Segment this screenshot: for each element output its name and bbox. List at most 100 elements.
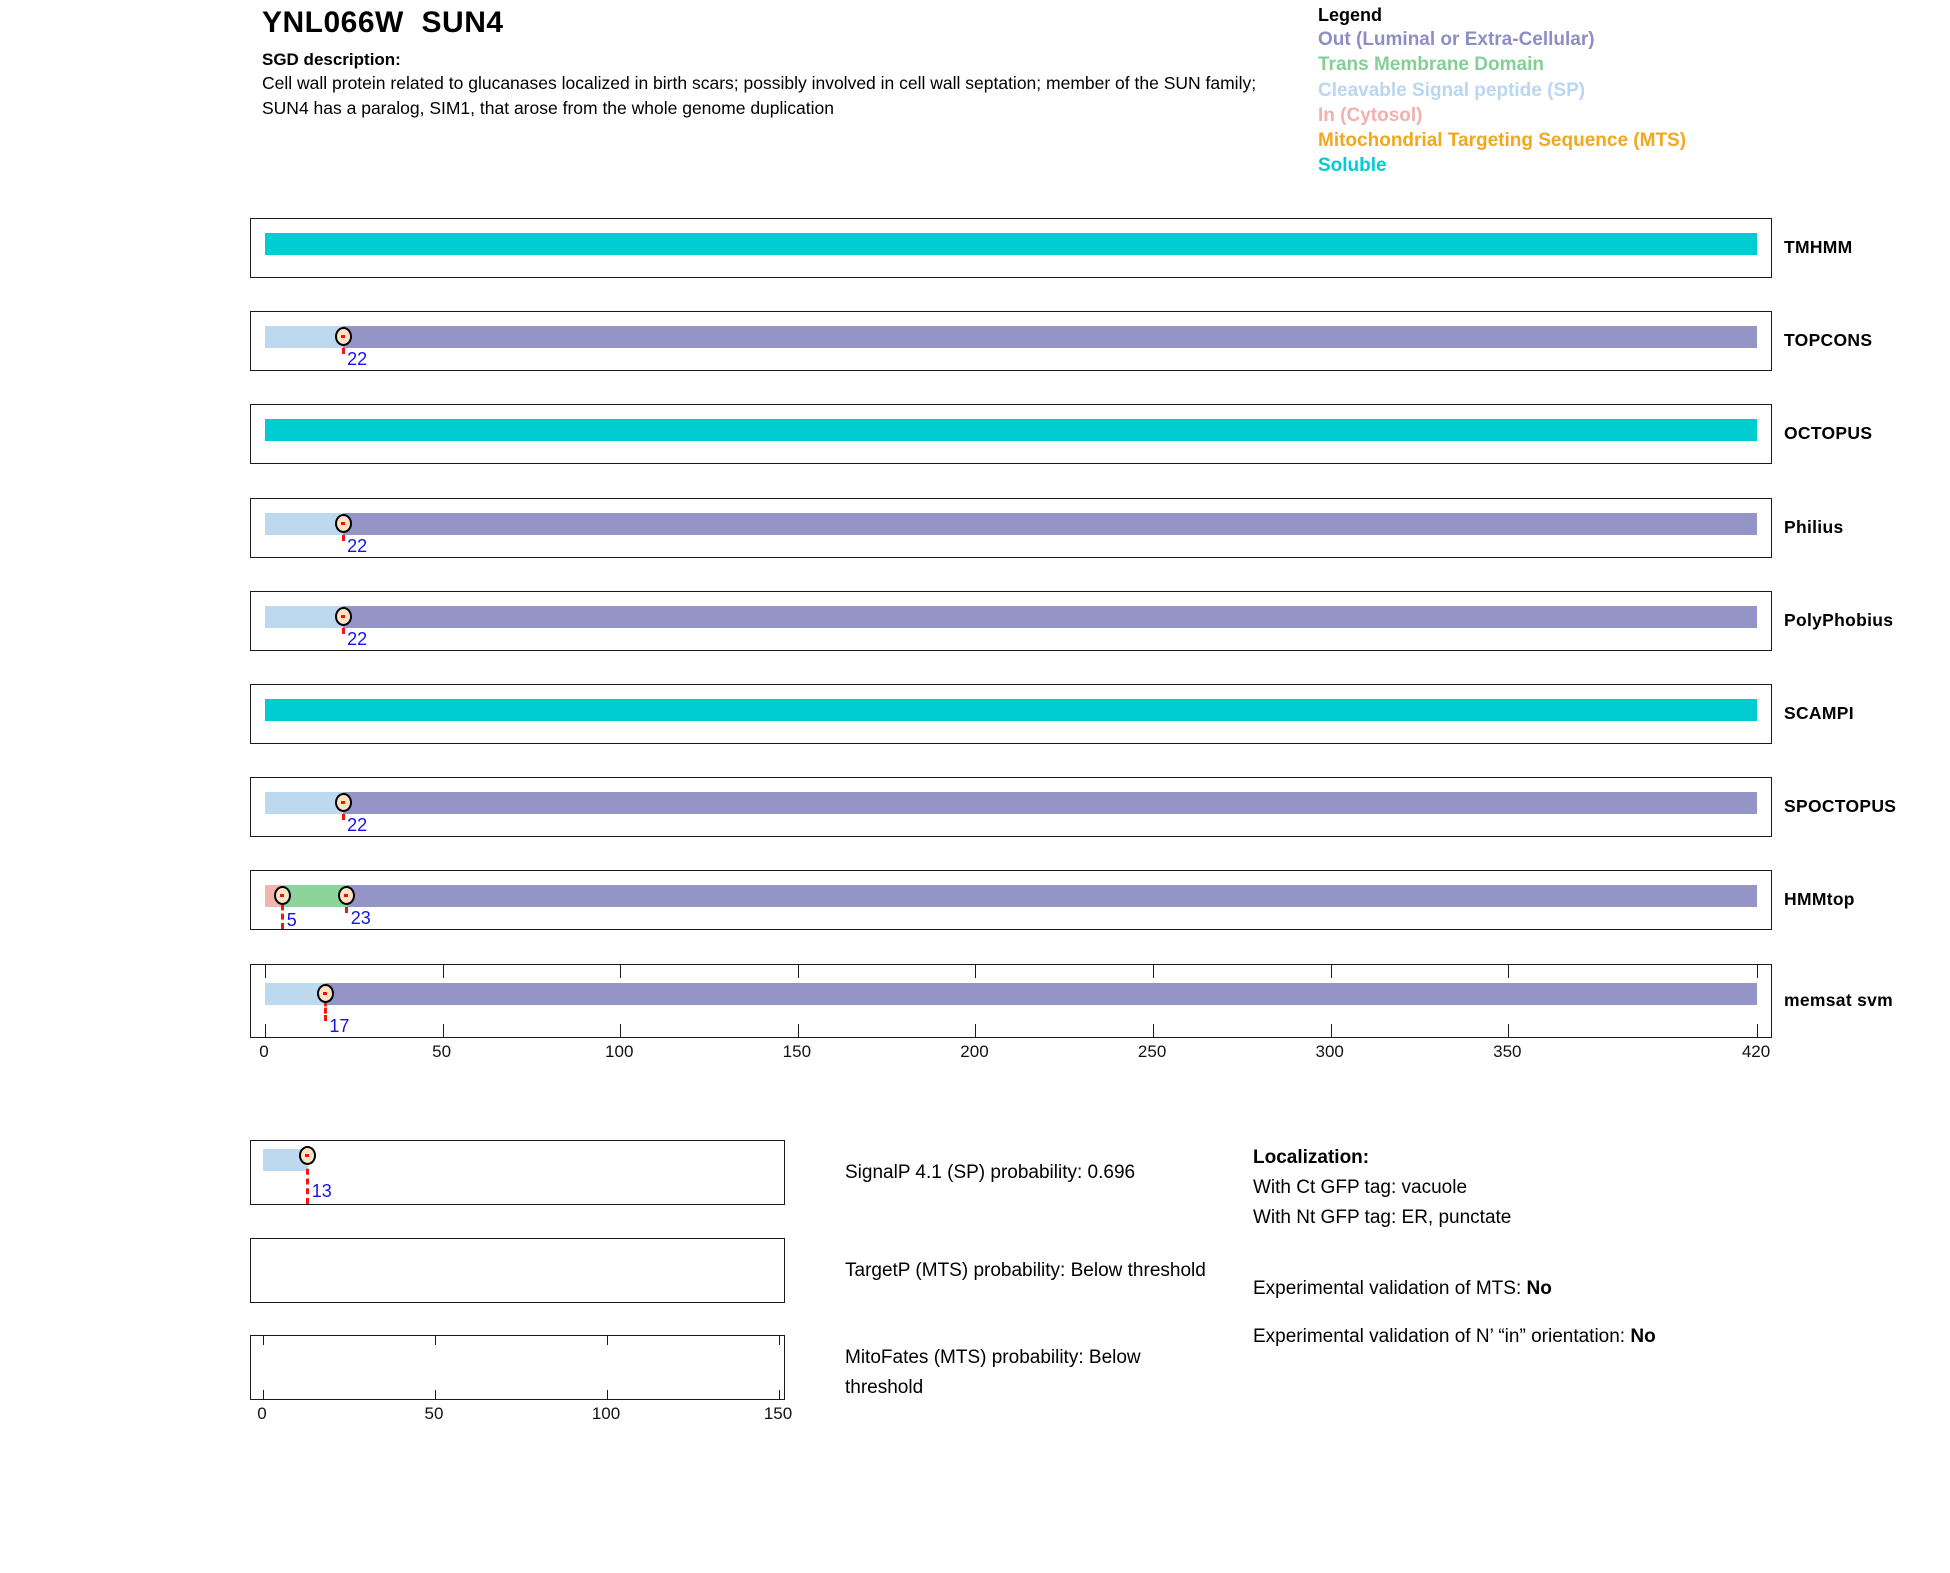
cleavage-site-marker[interactable]: [334, 793, 352, 812]
track-segment-out: [325, 983, 1757, 1005]
signal-track-targetp[interactable]: [250, 1238, 785, 1303]
signal-track-mitofates[interactable]: [250, 1335, 785, 1400]
cleavage-site-marker[interactable]: [299, 1146, 317, 1165]
track-name-octopus: OCTOPUS: [1784, 423, 1873, 443]
small-axis-label-100: 100: [591, 1404, 621, 1423]
track-segment-sp: [265, 792, 344, 814]
small-axis: 0 50 100 150: [250, 1404, 792, 1428]
track-segment-sp: [265, 513, 344, 535]
track-plot-area: 13: [251, 1141, 784, 1204]
axis-tick-bottom-350: [1508, 1024, 1510, 1037]
localization-ct-tag: With Ct GFP tag: vacuole: [1253, 1177, 1468, 1198]
track-name-tmhmm: TMHMM: [1784, 237, 1853, 257]
localization-title: Localization:: [1253, 1147, 1370, 1168]
track-segment-sp: [265, 983, 326, 1005]
legend-entry-3: In (Cytosol): [1318, 104, 1423, 126]
small-axis-tick-top-150: [779, 1336, 780, 1345]
track-plot-area: 17: [251, 965, 1771, 1037]
marker-nub-icon: [340, 335, 345, 338]
track-segment-tm: [282, 885, 347, 907]
track-segment-soluble: [265, 419, 1757, 441]
track-name-philius: Philius: [1784, 517, 1844, 537]
small-axis-tick-bottom-50: [435, 1390, 436, 1399]
axis-tick-bottom-150: [797, 1024, 799, 1037]
topology-track-tmhmm[interactable]: [250, 218, 1772, 278]
track-segment-out: [343, 606, 1757, 628]
track-name-hmmtop: HMMtop: [1784, 889, 1855, 909]
small-axis-label-150: 150: [763, 1404, 793, 1423]
marker-nub-icon: [344, 894, 349, 897]
track-plot-area: 22: [251, 592, 1771, 650]
main-axis-label-350: 350: [1493, 1042, 1522, 1061]
track-plot-area: [251, 685, 1771, 743]
cleavage-site-marker[interactable]: [274, 886, 292, 905]
axis-tick-bottom-50: [442, 1024, 444, 1037]
axis-tick-top-150: [797, 965, 799, 978]
topology-track-scampi[interactable]: [250, 684, 1772, 744]
axis-tick-top-350: [1508, 965, 1510, 978]
track-plot-area: [251, 1239, 784, 1302]
small-axis-tick-bottom-150: [779, 1390, 780, 1399]
track-name-scampi: SCAMPI: [1784, 703, 1854, 723]
track-name-memsat-svm: memsat svm: [1784, 990, 1894, 1010]
experimental-validation-orientation-label: Experimental validation of N’ “in” orien…: [1253, 1326, 1631, 1347]
marker-position-label: 22: [347, 349, 368, 369]
axis-tick-top-50: [442, 965, 444, 978]
topology-track-octopus[interactable]: [250, 404, 1772, 464]
marker-position-label: 22: [347, 536, 368, 556]
experimental-validation-orientation: Experimental validation of N’ “in” orien…: [1253, 1322, 1893, 1352]
axis-tick-bottom-250: [1153, 1024, 1155, 1037]
track-plot-area: [251, 219, 1771, 277]
track-plot-area: 22: [251, 778, 1771, 836]
track-segment-soluble: [265, 699, 1757, 721]
track-segment-sp: [265, 326, 344, 348]
legend-title: Legend: [1318, 5, 1383, 25]
track-plot-area: [251, 1336, 784, 1399]
axis-tick-top-300: [1330, 965, 1332, 978]
signal-track-caption-signalp: SignalP 4.1 (SP) probability: 0.696: [845, 1162, 1136, 1183]
marker-position-label: 5: [286, 910, 297, 930]
signal-track-caption-mitofates: MitoFates (MTS) probability: Below thres…: [845, 1347, 1141, 1398]
marker-dashed-line: [306, 1159, 310, 1204]
main-axis-label-100: 100: [605, 1042, 634, 1061]
main-axis-label-50: 50: [432, 1042, 452, 1061]
topology-track-philius[interactable]: 22: [250, 498, 1772, 558]
track-plot-area: 22: [251, 312, 1771, 370]
topology-track-topcons[interactable]: 22: [250, 311, 1772, 371]
legend-entry-list: Out (Luminal or Extra-Cellular) Trans Mem…: [1318, 27, 1938, 179]
marker-dashed-line: [281, 895, 285, 929]
track-segment-out: [343, 513, 1757, 535]
signal-track-signalp[interactable]: 13: [250, 1140, 785, 1205]
cleavage-site-marker[interactable]: [338, 886, 356, 905]
topology-track-memsat-svm[interactable]: 17: [250, 964, 1772, 1038]
legend-entry-1: Trans Membrane Domain: [1318, 54, 1544, 76]
marker-position-label: 22: [347, 629, 368, 649]
marker-dashed-line: [323, 993, 327, 1021]
experimental-validation-mts-value: No: [1526, 1278, 1552, 1299]
topology-track-spoctopus[interactable]: 22: [250, 777, 1772, 837]
legend-entry-2: Cleavable Signal peptide (SP): [1318, 79, 1586, 101]
experimental-validation-orientation-value: No: [1630, 1326, 1656, 1347]
marker-nub-icon: [340, 801, 345, 804]
small-axis-tick-bottom-100: [607, 1390, 608, 1399]
topology-track-polyphobius[interactable]: 22: [250, 591, 1772, 651]
track-segment-sp: [265, 606, 344, 628]
track-plot-area: [251, 405, 1771, 463]
cleavage-site-marker[interactable]: [316, 984, 334, 1003]
axis-tick-bottom-200: [975, 1024, 977, 1037]
axis-tick-bottom-0: [265, 1024, 266, 1037]
cleavage-site-marker[interactable]: [334, 327, 352, 346]
main-axis: 0 50 100 150 200 250 300 350 420: [250, 1042, 1772, 1066]
marker-position-label: 23: [350, 908, 371, 928]
track-plot-area: 22: [251, 499, 1771, 557]
cleavage-site-marker[interactable]: [334, 607, 352, 626]
small-axis-tick-top-0: [263, 1336, 264, 1345]
legend-entry-5: Soluble: [1318, 155, 1387, 177]
topology-track-hmmtop[interactable]: 5 23: [250, 870, 1772, 930]
main-axis-label-200: 200: [960, 1042, 989, 1061]
small-axis-tick-top-100: [607, 1336, 608, 1345]
axis-tick-top-200: [975, 965, 977, 978]
small-axis-tick-bottom-0: [263, 1390, 264, 1399]
cleavage-site-marker[interactable]: [334, 514, 352, 533]
marker-position-label: 17: [329, 1016, 350, 1036]
